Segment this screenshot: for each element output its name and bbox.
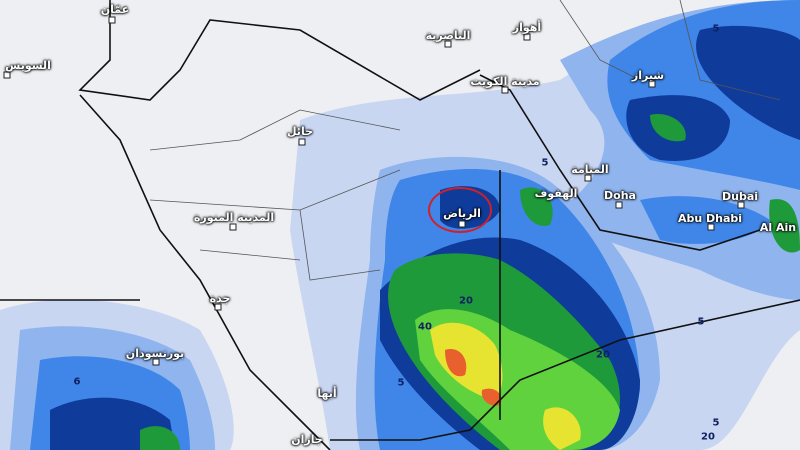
city-abha: أبها xyxy=(317,387,337,400)
city-nasiriyah: الناصرية xyxy=(425,29,471,42)
city-marker xyxy=(584,174,592,182)
city-marker xyxy=(229,223,237,231)
city-doha: Doha xyxy=(604,189,636,202)
city-hofuf: الهفوف xyxy=(534,187,578,200)
contour-label: 5 xyxy=(541,157,549,169)
precip-red xyxy=(445,349,502,406)
riyadh-highlight-circle xyxy=(428,187,492,233)
city-jeddah: جدة xyxy=(209,292,231,305)
precip-yellow xyxy=(430,322,581,450)
city-marker xyxy=(152,358,160,366)
city-marker xyxy=(298,138,306,146)
contour-label: 6 xyxy=(73,376,81,388)
contour-label: 5 xyxy=(397,377,405,389)
city-amman: عمّان xyxy=(100,3,130,16)
city-dubai: Dubai xyxy=(721,190,759,203)
contour-label: 20 xyxy=(701,431,715,443)
contour-label: 5 xyxy=(697,316,705,328)
city-marker xyxy=(501,86,509,94)
city-al-ain: Al Ain xyxy=(759,221,797,234)
contour-label: 5 xyxy=(712,417,720,429)
city-marker xyxy=(214,303,222,311)
city-marker xyxy=(108,16,116,24)
city-abu-dhabi: Abu Dhabi xyxy=(677,212,743,225)
city-marker xyxy=(648,80,656,88)
city-marker xyxy=(737,201,745,209)
province-borders xyxy=(149,0,781,281)
city-kuwait: مدينة الكويت xyxy=(470,75,540,88)
city-hail: حائل xyxy=(286,125,314,138)
city-marker xyxy=(523,33,531,41)
city-manama: المنامة xyxy=(571,163,609,176)
city-madinah: المدينة المنورة xyxy=(193,211,275,224)
contour-label: 5 xyxy=(712,23,720,35)
contour-label: 20 xyxy=(459,295,473,307)
city-marker xyxy=(615,201,623,209)
city-marker xyxy=(3,71,11,79)
contour-label: 40 xyxy=(418,321,432,333)
city-riyadh: الرياض xyxy=(443,207,481,220)
city-suez: السويس xyxy=(5,59,51,72)
city-jazan: جازان xyxy=(291,433,323,446)
city-shiraz: شيراز xyxy=(631,69,665,82)
city-marker xyxy=(444,40,452,48)
city-marker xyxy=(458,220,466,228)
city-ahvaz: أهواز xyxy=(512,21,542,34)
city-port-sudan: بورتسودان xyxy=(125,347,185,360)
city-marker xyxy=(707,223,715,231)
contour-label: 20 xyxy=(596,349,610,361)
